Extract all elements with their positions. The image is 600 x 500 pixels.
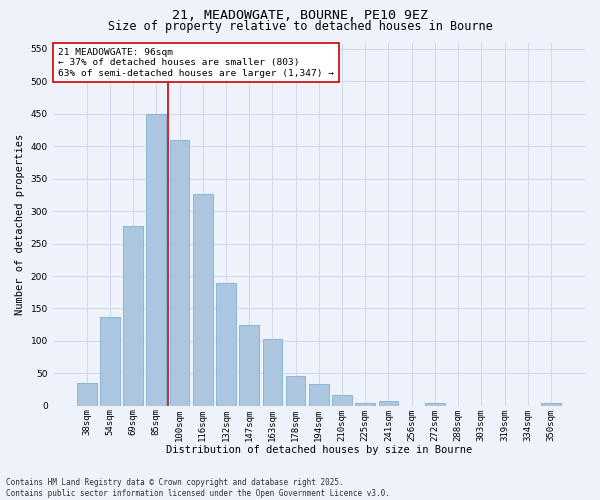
Bar	[309, 384, 329, 406]
Bar	[77, 383, 97, 406]
Bar	[100, 317, 120, 406]
Text: Contains HM Land Registry data © Crown copyright and database right 2025.
Contai: Contains HM Land Registry data © Crown c…	[6, 478, 390, 498]
Bar	[146, 114, 166, 406]
Text: 21 MEADOWGATE: 96sqm
← 37% of detached houses are smaller (803)
63% of semi-deta: 21 MEADOWGATE: 96sqm ← 37% of detached h…	[58, 48, 334, 78]
Bar	[193, 194, 212, 406]
Text: 21, MEADOWGATE, BOURNE, PE10 9EZ: 21, MEADOWGATE, BOURNE, PE10 9EZ	[172, 9, 428, 22]
Text: Size of property relative to detached houses in Bourne: Size of property relative to detached ho…	[107, 20, 493, 33]
Y-axis label: Number of detached properties: Number of detached properties	[15, 134, 25, 315]
Bar	[332, 395, 352, 406]
Bar	[123, 226, 143, 406]
Bar	[355, 403, 375, 406]
Bar	[286, 376, 305, 406]
X-axis label: Distribution of detached houses by size in Bourne: Distribution of detached houses by size …	[166, 445, 472, 455]
Bar	[425, 403, 445, 406]
Bar	[239, 324, 259, 406]
Bar	[170, 140, 190, 406]
Bar	[541, 403, 561, 406]
Bar	[379, 402, 398, 406]
Bar	[263, 339, 282, 406]
Bar	[216, 282, 236, 406]
